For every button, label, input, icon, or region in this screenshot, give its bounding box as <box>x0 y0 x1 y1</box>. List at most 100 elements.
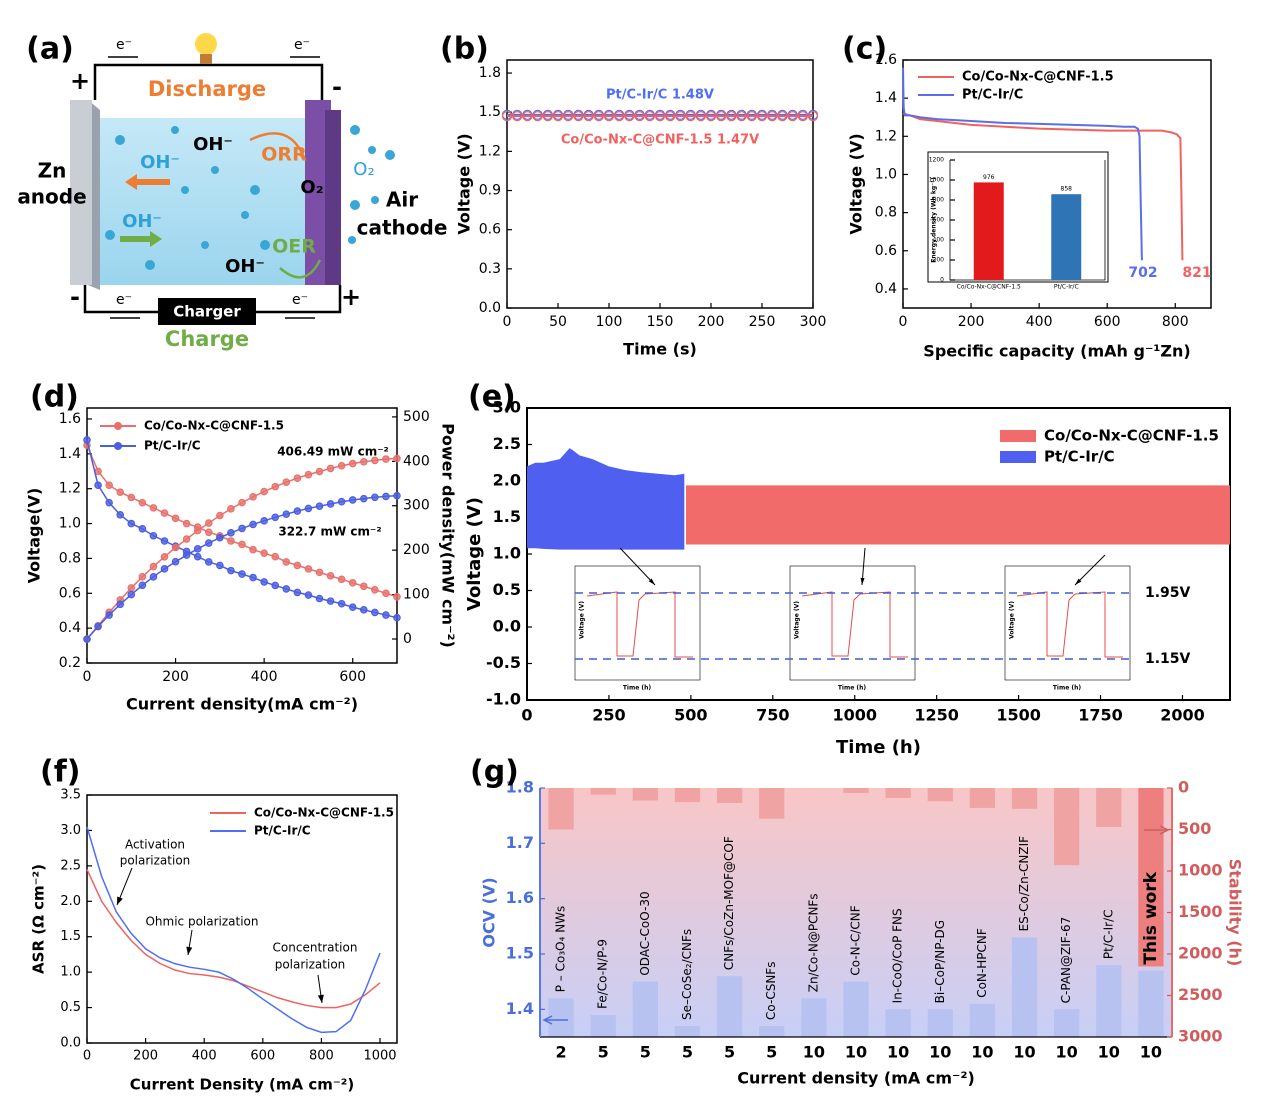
y2-tick-label: 300 <box>403 498 430 514</box>
y2-tick-label: 1000 <box>1178 861 1223 880</box>
y-tick-label: 0.2 <box>59 655 81 671</box>
data-point <box>249 493 257 501</box>
data-point <box>736 111 747 122</box>
annotation: polarization <box>275 958 346 972</box>
y-tick-label: 3.0 <box>60 823 81 838</box>
species-label: OH⁻ <box>225 256 265 277</box>
arrow-head <box>1075 578 1082 585</box>
data-point <box>94 481 102 490</box>
y-axis-label: OCV (V) <box>480 877 499 947</box>
data-point <box>614 111 625 122</box>
ocv-bar <box>801 998 827 1037</box>
stability-bar <box>548 788 574 830</box>
bulb <box>195 33 217 55</box>
y-axis-label: ASR (Ω cm⁻²) <box>30 864 48 974</box>
x-tick-label: 200 <box>698 314 725 330</box>
data-point <box>138 524 147 533</box>
category-label: P – Co₃O₄ NWs <box>554 906 568 993</box>
data-point <box>282 558 291 566</box>
y-tick-label: 1.6 <box>59 411 81 427</box>
data-point <box>382 492 390 501</box>
data-point <box>695 111 706 122</box>
y-axis-label: Voltage (V) <box>464 497 485 611</box>
y-tick-label: 400 <box>933 237 945 244</box>
arrow-head <box>186 946 193 955</box>
data-point <box>337 599 346 608</box>
y-tick-label: 0.6 <box>875 243 897 259</box>
y-tick-label: 1000 <box>929 177 944 184</box>
panel-label: (g) <box>470 755 519 790</box>
x-tick-label: 500 <box>674 706 707 725</box>
data-point <box>542 111 553 122</box>
stability-bar <box>927 788 953 802</box>
data-point <box>359 606 368 614</box>
legend-swatch <box>1000 451 1036 463</box>
data-band <box>527 448 685 550</box>
inset-y-label: Voltage (V) <box>1009 601 1016 639</box>
data-point <box>371 585 379 594</box>
data-point <box>216 561 224 570</box>
electrode-label: Zn <box>38 159 67 183</box>
ocv-bar <box>674 1025 701 1037</box>
y-tick-label: 2.0 <box>493 471 521 490</box>
annotation: polarization <box>120 854 191 868</box>
data-point <box>149 562 158 571</box>
arrow <box>279 259 322 279</box>
data-point <box>238 540 246 549</box>
y-axis-label: Voltage(V) <box>25 488 44 584</box>
data-line <box>86 494 398 640</box>
data-point <box>227 566 235 575</box>
x-tick-label: 10 <box>845 1043 867 1062</box>
reaction-label: OER <box>272 236 316 258</box>
data-point <box>83 635 91 643</box>
data-point <box>522 111 533 122</box>
data-point <box>393 454 401 463</box>
terminal-sign: + <box>70 67 90 95</box>
data-point <box>293 561 302 570</box>
data-point <box>644 111 655 122</box>
data-point <box>371 493 379 502</box>
x-tick-label: 250 <box>749 314 776 330</box>
y-tick-label: 0.4 <box>59 620 81 636</box>
data-point <box>271 552 280 561</box>
data-point <box>182 551 191 559</box>
x-tick-label: 5 <box>640 1043 651 1062</box>
species-label: OH⁻ <box>193 134 233 155</box>
data-point <box>193 545 202 553</box>
data-point <box>532 111 543 122</box>
data-point <box>787 111 798 122</box>
data-point <box>238 498 246 507</box>
data-point <box>359 457 368 466</box>
x-tick-label: 400 <box>192 1049 217 1064</box>
annotation: 1.95V <box>1145 585 1191 601</box>
ocv-bar <box>548 998 574 1037</box>
data-point <box>260 578 268 586</box>
data-point <box>583 111 594 122</box>
y2-tick-label: 400 <box>403 453 430 469</box>
data-point <box>282 585 291 593</box>
y2-tick-label: 200 <box>403 542 430 558</box>
x-tick-label: 400 <box>251 669 278 685</box>
x-tick-label: 1500 <box>996 706 1041 725</box>
legend-label: Co/Co-Nx-C@CNF-1.5 <box>1044 427 1219 445</box>
y-tick-label: -0.5 <box>486 653 521 672</box>
y-tick-label: 1.4 <box>875 90 897 106</box>
electrode-label: anode <box>17 185 86 209</box>
y2-axis-label: Power density(mW cm⁻²) <box>439 423 458 648</box>
data-point <box>171 543 180 552</box>
stability-bar <box>843 788 869 793</box>
charge-label: Charge <box>165 327 249 351</box>
data-point <box>249 573 257 582</box>
data-point <box>326 500 335 508</box>
y-tick-label: 1.2 <box>59 481 81 497</box>
plot-frame <box>86 407 398 664</box>
x-tick-label: 750 <box>756 706 789 725</box>
panel-label: (c) <box>842 32 887 67</box>
x-tick-label: 10 <box>929 1043 951 1062</box>
x-tick-label: 250 <box>592 706 625 725</box>
data-point <box>315 502 324 510</box>
data-point <box>359 582 368 591</box>
x-axis-label: Current density(mA cm⁻²) <box>126 695 358 714</box>
data-point <box>204 519 213 527</box>
data-point <box>593 111 604 122</box>
